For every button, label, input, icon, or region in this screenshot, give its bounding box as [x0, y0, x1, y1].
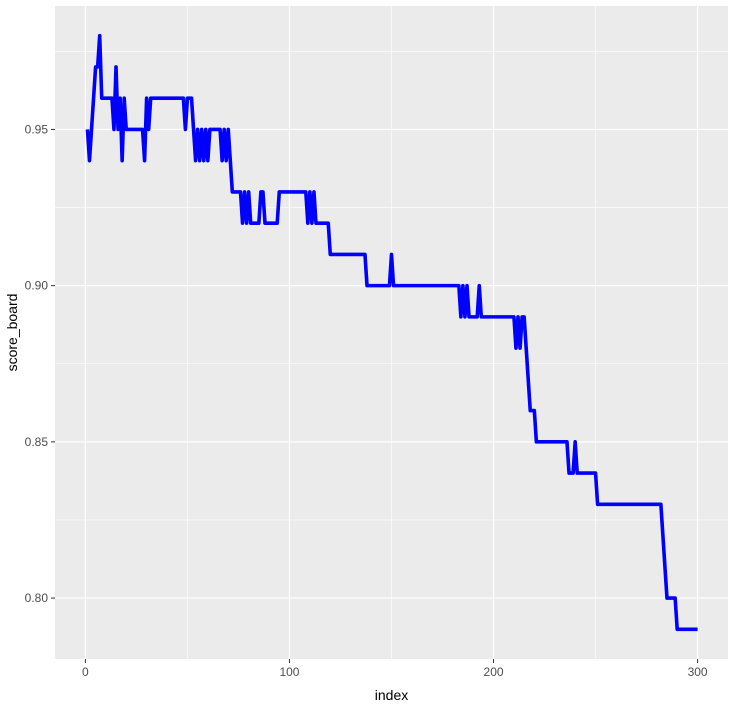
series-layer: [85, 33, 698, 632]
x-axis-ticks: 0 100 200 300: [82, 659, 708, 679]
y-tick-label: 0.90: [25, 279, 49, 293]
y-tick-label: 0.80: [25, 591, 49, 605]
y-tick-label: 0.85: [25, 435, 49, 449]
x-tick-label: 300: [688, 665, 708, 679]
x-tick-label: 0: [82, 665, 89, 679]
y-axis-title: score_board: [4, 294, 20, 372]
x-tick-label: 100: [279, 665, 299, 679]
x-axis-title: index: [375, 687, 408, 703]
y-axis-ticks: 0.80 0.85 0.90 0.95: [25, 122, 55, 605]
grid-lines: [55, 6, 728, 659]
y-tick-label: 0.95: [25, 122, 49, 136]
series-line: [85, 33, 698, 632]
x-tick-label: 200: [484, 665, 504, 679]
